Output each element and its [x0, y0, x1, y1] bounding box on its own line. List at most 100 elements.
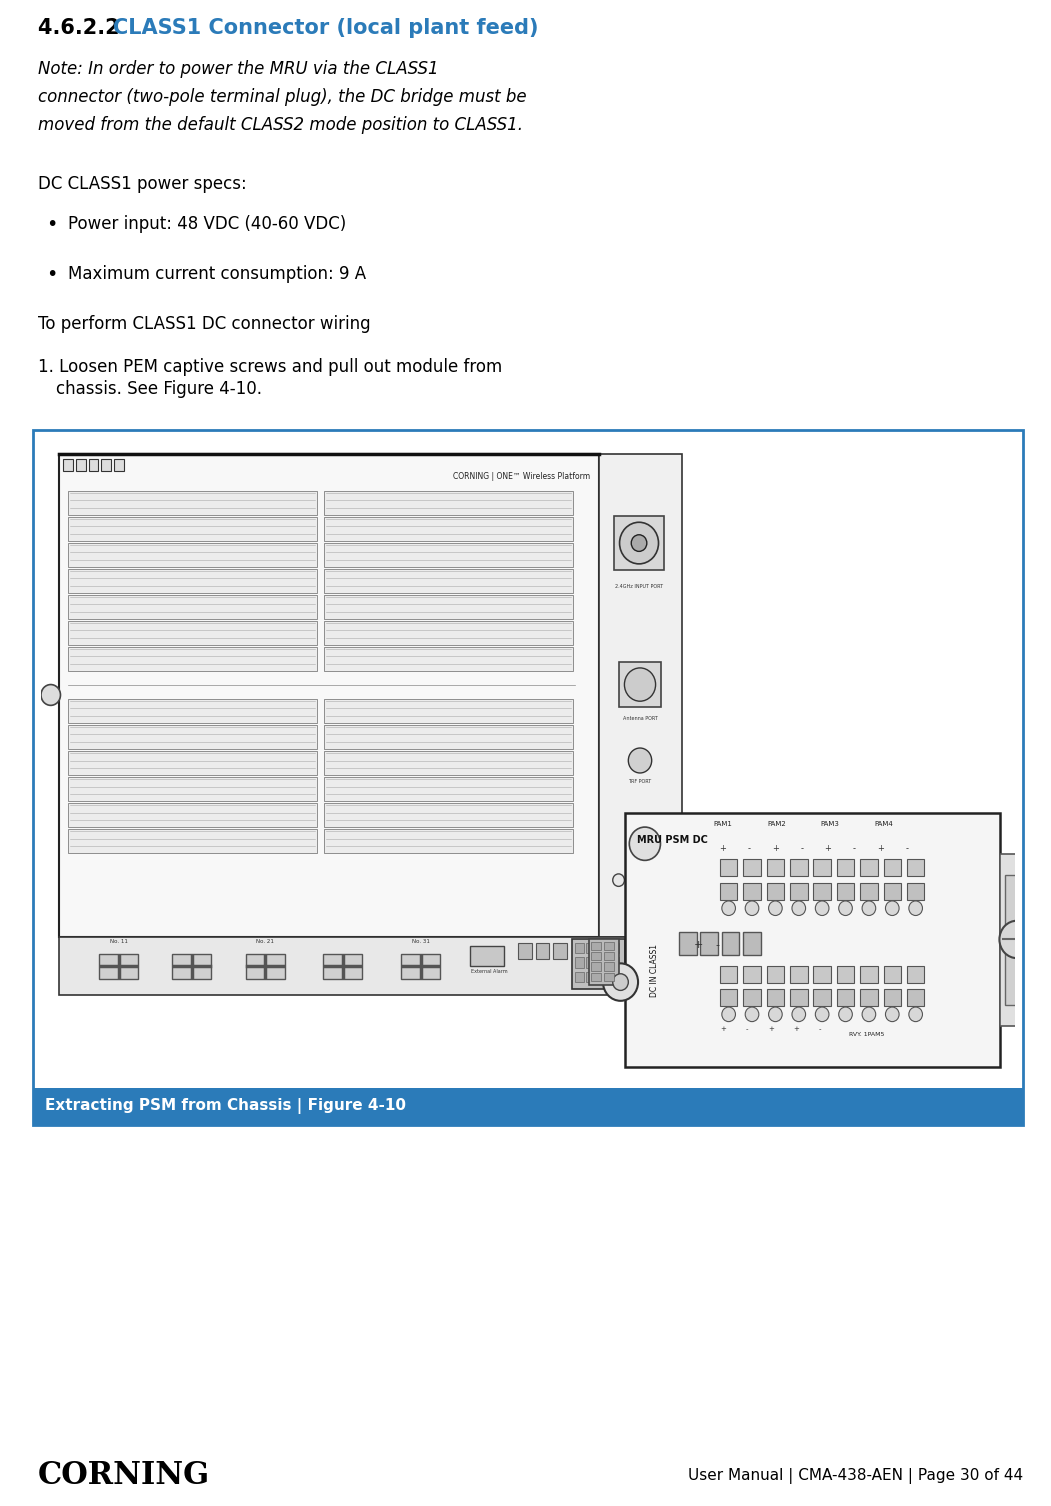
Text: No. 21: No. 21 [256, 938, 274, 944]
Bar [59, 937, 682, 994]
Circle shape [624, 669, 656, 702]
Circle shape [630, 827, 660, 860]
Text: PAM1: PAM1 [714, 821, 733, 827]
Text: TRF PORT: TRF PORT [628, 779, 652, 785]
Bar [604, 941, 614, 950]
Bar [884, 967, 901, 983]
Bar [604, 952, 614, 961]
Bar [1005, 875, 1025, 1005]
Bar [592, 962, 601, 971]
Bar [813, 967, 831, 983]
Bar [790, 967, 807, 983]
Bar [68, 517, 317, 541]
Circle shape [745, 1008, 759, 1021]
Text: RVY. 1PAM5: RVY. 1PAM5 [849, 1032, 885, 1036]
Bar [720, 860, 738, 876]
Bar [592, 952, 601, 961]
Bar [837, 860, 854, 876]
Bar [837, 967, 854, 983]
Text: Extracting PSM from Chassis | Figure 4-10: Extracting PSM from Chassis | Figure 4-1… [45, 1098, 406, 1114]
Bar [1001, 854, 1034, 1026]
Circle shape [816, 901, 829, 916]
Bar [813, 883, 831, 901]
Text: +: + [719, 845, 726, 854]
Circle shape [909, 1008, 923, 1021]
Bar [700, 932, 718, 955]
Bar [324, 751, 573, 776]
Bar [324, 777, 573, 801]
Bar [324, 699, 573, 723]
Bar [610, 971, 619, 982]
Bar [813, 860, 831, 876]
Bar [401, 953, 440, 979]
Circle shape [619, 523, 659, 563]
Bar [470, 946, 503, 967]
Bar [68, 648, 317, 672]
Bar [324, 648, 573, 672]
Text: DC IN CLASS1: DC IN CLASS1 [651, 944, 659, 997]
Bar [33, 1087, 1023, 1125]
Bar [604, 973, 614, 980]
Bar [790, 989, 807, 1006]
Bar [598, 971, 606, 982]
Bar [860, 967, 878, 983]
Circle shape [613, 974, 628, 991]
Bar [766, 967, 784, 983]
Circle shape [885, 1008, 899, 1021]
Bar [790, 883, 807, 901]
Bar [766, 883, 784, 901]
Bar [592, 941, 601, 950]
Text: chassis. See Figure 4-10.: chassis. See Figure 4-10. [56, 380, 262, 398]
Text: CLASS1 Connector (local plant feed): CLASS1 Connector (local plant feed) [114, 18, 538, 38]
Text: -: - [852, 845, 856, 854]
Text: 4.6.2.2: 4.6.2.2 [38, 18, 135, 38]
Bar [907, 883, 925, 901]
Bar [907, 860, 925, 876]
Circle shape [839, 901, 852, 916]
Text: +: + [694, 940, 703, 950]
Bar [324, 491, 573, 515]
Bar [604, 962, 614, 971]
Bar [592, 973, 601, 980]
Circle shape [792, 1008, 805, 1021]
Bar [586, 971, 595, 982]
Text: 2.4GHz INPUT PORT: 2.4GHz INPUT PORT [615, 584, 663, 589]
Bar [599, 453, 682, 937]
Bar [837, 989, 854, 1006]
Circle shape [745, 901, 759, 916]
Bar [324, 620, 573, 645]
Bar [860, 989, 878, 1006]
Bar [619, 661, 661, 708]
Bar [68, 491, 317, 515]
Text: -: - [716, 940, 720, 950]
Circle shape [816, 1008, 829, 1021]
Text: User Manual | CMA-438-AEN | Page 30 of 44: User Manual | CMA-438-AEN | Page 30 of 4… [687, 1468, 1023, 1483]
Bar [68, 724, 317, 748]
Circle shape [633, 873, 644, 887]
Bar [324, 544, 573, 566]
Text: PAM2: PAM2 [767, 821, 786, 827]
Bar [743, 883, 761, 901]
Bar [68, 620, 317, 645]
Bar [68, 544, 317, 566]
Bar [324, 595, 573, 619]
Text: +: + [792, 1026, 799, 1032]
Circle shape [792, 901, 805, 916]
Bar [586, 958, 595, 967]
Bar [246, 953, 285, 979]
Text: +: + [768, 1026, 775, 1032]
Bar [679, 932, 697, 955]
Text: To perform CLASS1 DC connector wiring: To perform CLASS1 DC connector wiring [38, 315, 371, 333]
Bar [33, 431, 1023, 1125]
Bar [884, 883, 901, 901]
Bar [575, 943, 583, 953]
Bar [68, 595, 317, 619]
Bar [536, 943, 550, 959]
Bar [324, 953, 363, 979]
Text: connector (two-pole terminal plug), the DC bridge must be: connector (two-pole terminal plug), the … [38, 87, 527, 105]
Text: -: - [819, 1026, 822, 1032]
Circle shape [722, 901, 736, 916]
Text: Note: In order to power the MRU via the CLASS1: Note: In order to power the MRU via the … [38, 60, 438, 78]
Circle shape [1000, 920, 1034, 958]
Circle shape [909, 901, 923, 916]
